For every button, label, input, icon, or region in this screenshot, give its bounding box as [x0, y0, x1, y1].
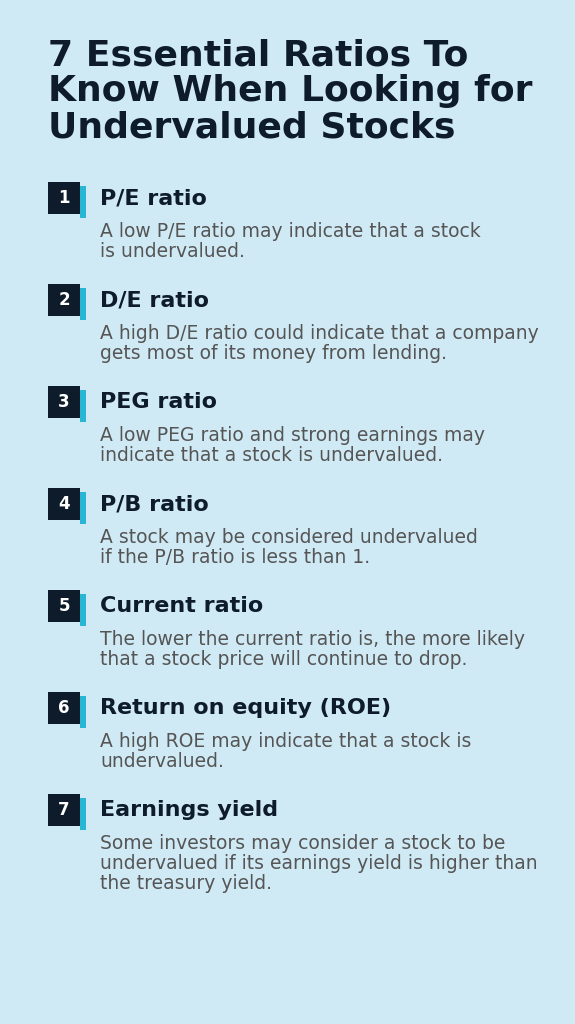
FancyBboxPatch shape [48, 182, 80, 214]
Text: A low P/E ratio may indicate that a stock: A low P/E ratio may indicate that a stoc… [100, 222, 481, 241]
FancyBboxPatch shape [80, 696, 86, 728]
Text: undervalued.: undervalued. [100, 752, 224, 771]
FancyBboxPatch shape [48, 692, 80, 724]
FancyBboxPatch shape [80, 594, 86, 626]
Text: 3: 3 [58, 393, 70, 411]
Text: indicate that a stock is undervalued.: indicate that a stock is undervalued. [100, 446, 443, 465]
Text: The lower the current ratio is, the more likely: The lower the current ratio is, the more… [100, 630, 525, 649]
FancyBboxPatch shape [80, 798, 86, 830]
Text: D/E ratio: D/E ratio [100, 290, 209, 310]
FancyBboxPatch shape [48, 794, 80, 826]
Text: P/E ratio: P/E ratio [100, 188, 207, 208]
Text: 7: 7 [58, 801, 70, 819]
Text: 4: 4 [58, 495, 70, 513]
FancyBboxPatch shape [80, 186, 86, 218]
FancyBboxPatch shape [48, 488, 80, 520]
Text: 1: 1 [58, 189, 70, 207]
Text: the treasury yield.: the treasury yield. [100, 874, 272, 893]
Text: if the P/B ratio is less than 1.: if the P/B ratio is less than 1. [100, 548, 370, 567]
Text: 5: 5 [58, 597, 70, 615]
FancyBboxPatch shape [80, 492, 86, 524]
Text: A high ROE may indicate that a stock is: A high ROE may indicate that a stock is [100, 732, 471, 751]
Text: 6: 6 [58, 699, 70, 717]
Text: Earnings yield: Earnings yield [100, 800, 278, 820]
Text: Current ratio: Current ratio [100, 596, 263, 616]
Text: 2: 2 [58, 291, 70, 309]
Text: A low PEG ratio and strong earnings may: A low PEG ratio and strong earnings may [100, 426, 485, 445]
Text: A high D/E ratio could indicate that a company: A high D/E ratio could indicate that a c… [100, 324, 539, 343]
Text: that a stock price will continue to drop.: that a stock price will continue to drop… [100, 650, 467, 669]
Text: Know When Looking for: Know When Looking for [48, 74, 532, 108]
Text: undervalued if its earnings yield is higher than: undervalued if its earnings yield is hig… [100, 854, 538, 873]
Text: 7 Essential Ratios To: 7 Essential Ratios To [48, 38, 469, 72]
Text: Return on equity (ROE): Return on equity (ROE) [100, 698, 391, 718]
Text: Some investors may consider a stock to be: Some investors may consider a stock to b… [100, 834, 505, 853]
Text: P/B ratio: P/B ratio [100, 494, 209, 514]
FancyBboxPatch shape [80, 288, 86, 319]
FancyBboxPatch shape [48, 590, 80, 622]
FancyBboxPatch shape [80, 390, 86, 422]
FancyBboxPatch shape [48, 284, 80, 316]
Text: gets most of its money from lending.: gets most of its money from lending. [100, 344, 447, 362]
FancyBboxPatch shape [48, 386, 80, 418]
Text: PEG ratio: PEG ratio [100, 392, 217, 412]
Text: is undervalued.: is undervalued. [100, 242, 245, 261]
Text: A stock may be considered undervalued: A stock may be considered undervalued [100, 528, 478, 547]
Text: Undervalued Stocks: Undervalued Stocks [48, 110, 455, 144]
